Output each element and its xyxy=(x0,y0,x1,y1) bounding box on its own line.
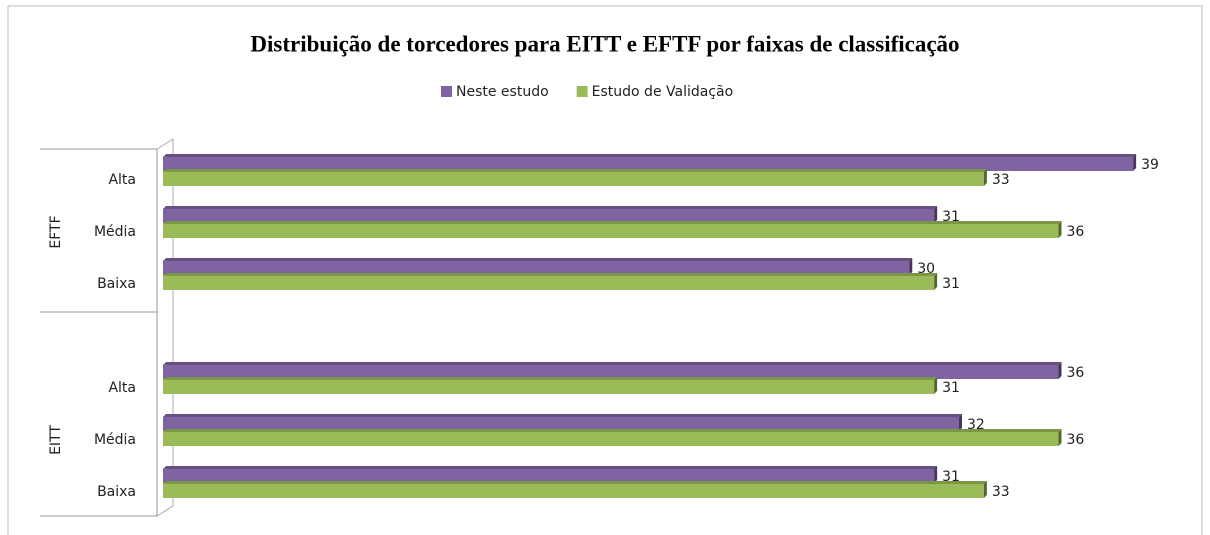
category-label: Média xyxy=(94,432,136,448)
data-label: 33 xyxy=(992,484,1010,500)
bar xyxy=(163,417,959,431)
legend-swatch xyxy=(576,86,588,97)
bar-side xyxy=(1058,221,1062,238)
category-label: Alta xyxy=(108,172,136,188)
bar-side xyxy=(1133,154,1137,171)
bar-side xyxy=(1058,429,1062,446)
category-label: Alta xyxy=(108,380,136,396)
bar-side xyxy=(934,273,938,290)
data-label: 36 xyxy=(1067,432,1085,448)
chart-frame xyxy=(7,5,1203,535)
bar-side xyxy=(909,258,913,275)
bar-side xyxy=(934,206,938,223)
bar xyxy=(163,432,1059,446)
bar-top xyxy=(163,206,938,209)
bar xyxy=(163,157,1134,171)
axis-wall xyxy=(156,138,174,517)
bar xyxy=(163,365,1059,379)
data-label: 31 xyxy=(942,276,960,292)
data-label: 36 xyxy=(1067,365,1085,381)
category-label: Baixa xyxy=(97,276,136,292)
bar-top xyxy=(163,258,913,261)
bar xyxy=(163,224,1059,238)
data-label: 33 xyxy=(992,172,1010,188)
bar xyxy=(163,380,935,394)
bar-top xyxy=(163,221,1062,224)
bar-side xyxy=(934,466,938,483)
category-label: Baixa xyxy=(97,484,136,500)
legend-label: Neste estudo xyxy=(456,84,549,100)
data-label: 31 xyxy=(942,380,960,396)
bar xyxy=(163,261,910,275)
bar-top xyxy=(163,169,987,172)
bar-side xyxy=(983,481,987,498)
bar-side xyxy=(934,377,938,394)
bar xyxy=(163,209,935,223)
group-label: EFTF xyxy=(48,215,64,248)
legend-label: Estudo de Validação xyxy=(592,84,734,100)
bar-top xyxy=(163,362,1062,365)
bar-top xyxy=(163,154,1137,157)
bar xyxy=(163,484,984,498)
legend: Neste estudo Estudo de Validação xyxy=(441,84,733,100)
bar-side xyxy=(1058,362,1062,379)
data-label: 36 xyxy=(1067,224,1085,240)
bar-top xyxy=(163,414,962,417)
bar xyxy=(163,276,935,290)
chart-title: Distribuição de torcedores para EITT e E… xyxy=(250,31,959,56)
bar-top xyxy=(163,466,938,469)
bar-side xyxy=(983,169,987,186)
bar-side xyxy=(959,414,962,431)
group-label: EITT xyxy=(48,425,64,455)
bar-top xyxy=(163,429,1062,432)
data-label: 39 xyxy=(1141,157,1159,173)
bar xyxy=(163,172,984,186)
bar-top xyxy=(163,273,938,276)
bar-top xyxy=(163,481,987,484)
category-label: Média xyxy=(94,224,136,240)
bar-top xyxy=(163,377,938,380)
legend-swatch xyxy=(441,86,452,97)
bar xyxy=(163,469,935,483)
